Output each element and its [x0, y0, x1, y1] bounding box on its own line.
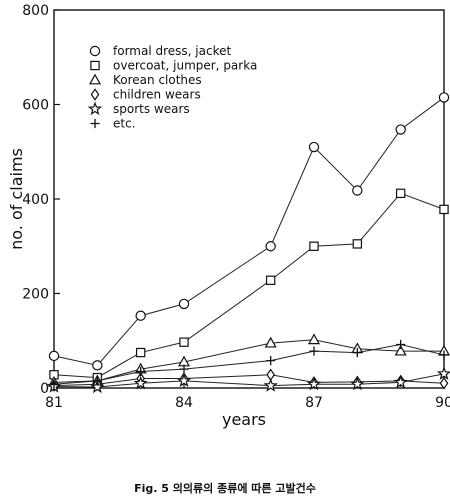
data-point	[439, 377, 449, 390]
legend-item: etc.	[90, 117, 136, 131]
data-point	[352, 185, 363, 196]
data-point	[176, 373, 192, 387]
series-circle	[48, 92, 450, 371]
data-point	[135, 310, 146, 321]
y-tick-label: 0	[40, 381, 49, 397]
legend-item: overcoat, jumper, parka	[90, 59, 257, 73]
series-layer	[46, 92, 450, 394]
data-point	[135, 347, 146, 358]
data-point	[179, 364, 189, 374]
data-point	[92, 376, 102, 386]
data-point	[309, 346, 319, 356]
data-point	[92, 360, 103, 371]
legend-label: overcoat, jumper, parka	[113, 59, 257, 73]
y-tick-label: 800	[22, 3, 49, 19]
data-point	[90, 379, 105, 394]
data-point	[393, 374, 408, 389]
data-point	[133, 375, 148, 390]
data-point	[436, 366, 450, 380]
data-point	[350, 376, 365, 391]
x-tick-label: 81	[45, 395, 63, 411]
y-tick-label: 200	[22, 287, 49, 303]
data-point	[179, 337, 189, 347]
legend-label: formal dress, jacket	[113, 44, 231, 58]
data-point	[48, 350, 60, 362]
data-point	[439, 204, 449, 215]
data-point	[352, 347, 362, 358]
series-plus	[49, 339, 449, 389]
legend-item: Korean clothes	[88, 73, 202, 87]
data-point	[308, 141, 320, 153]
star-icon	[87, 101, 103, 116]
data-point	[265, 241, 276, 252]
data-point	[439, 350, 449, 360]
x-tick-label: 84	[175, 395, 193, 411]
y-tick-label: 600	[22, 98, 49, 114]
data-point	[264, 336, 277, 348]
legend-item: children wears	[90, 88, 201, 102]
chart: 81 84 87 90 0 200 400 600 800 formal dress, jack…	[7, 3, 450, 429]
legend-label: children wears	[113, 88, 201, 102]
plus-icon	[90, 118, 100, 129]
data-point	[178, 298, 190, 310]
legend-label: etc.	[113, 117, 136, 131]
data-point	[438, 92, 450, 103]
data-point	[263, 378, 278, 392]
data-point	[266, 355, 276, 366]
y-axis-title: no. of claims	[7, 148, 26, 250]
figure-caption: Fig. 5 의의류의 종류에 따른 고발건수	[134, 482, 316, 495]
legend-label: sports wears	[113, 102, 190, 116]
x-tick-label: 90	[435, 395, 450, 411]
x-tick-label: 87	[305, 395, 323, 411]
data-point	[136, 366, 146, 377]
data-point	[306, 376, 322, 391]
series-line	[53, 97, 445, 366]
data-point	[49, 379, 59, 389]
legend-item: sports wears	[87, 101, 190, 116]
circle-icon	[89, 45, 101, 57]
data-point	[396, 339, 406, 350]
data-point	[394, 344, 407, 356]
x-axis-title: years	[222, 410, 266, 429]
data-point	[309, 241, 319, 251]
square-icon	[90, 60, 100, 71]
data-point	[395, 188, 406, 199]
data-point	[307, 333, 321, 345]
data-point	[352, 239, 363, 249]
triangle-icon	[88, 73, 102, 85]
legend-item: formal dress, jacket	[89, 44, 231, 58]
legend-label: Korean clothes	[113, 73, 202, 87]
data-point	[265, 275, 276, 285]
diamond-icon	[90, 88, 100, 101]
data-point	[395, 124, 406, 135]
y-tick-label: 400	[22, 192, 49, 208]
series-square	[49, 188, 449, 383]
